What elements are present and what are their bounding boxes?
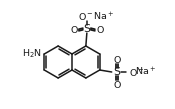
Text: S: S bbox=[113, 67, 120, 77]
Text: Na$^+$: Na$^+$ bbox=[93, 11, 114, 23]
Text: Na$^+$: Na$^+$ bbox=[135, 66, 156, 78]
Text: O: O bbox=[70, 26, 78, 35]
Text: S: S bbox=[83, 24, 90, 34]
Text: O$^-$: O$^-$ bbox=[129, 66, 144, 77]
Text: O$^-$: O$^-$ bbox=[78, 12, 94, 22]
Text: O: O bbox=[96, 26, 104, 35]
Text: H$_2$N: H$_2$N bbox=[22, 48, 42, 60]
Text: O: O bbox=[113, 55, 120, 65]
Text: O: O bbox=[113, 81, 120, 89]
